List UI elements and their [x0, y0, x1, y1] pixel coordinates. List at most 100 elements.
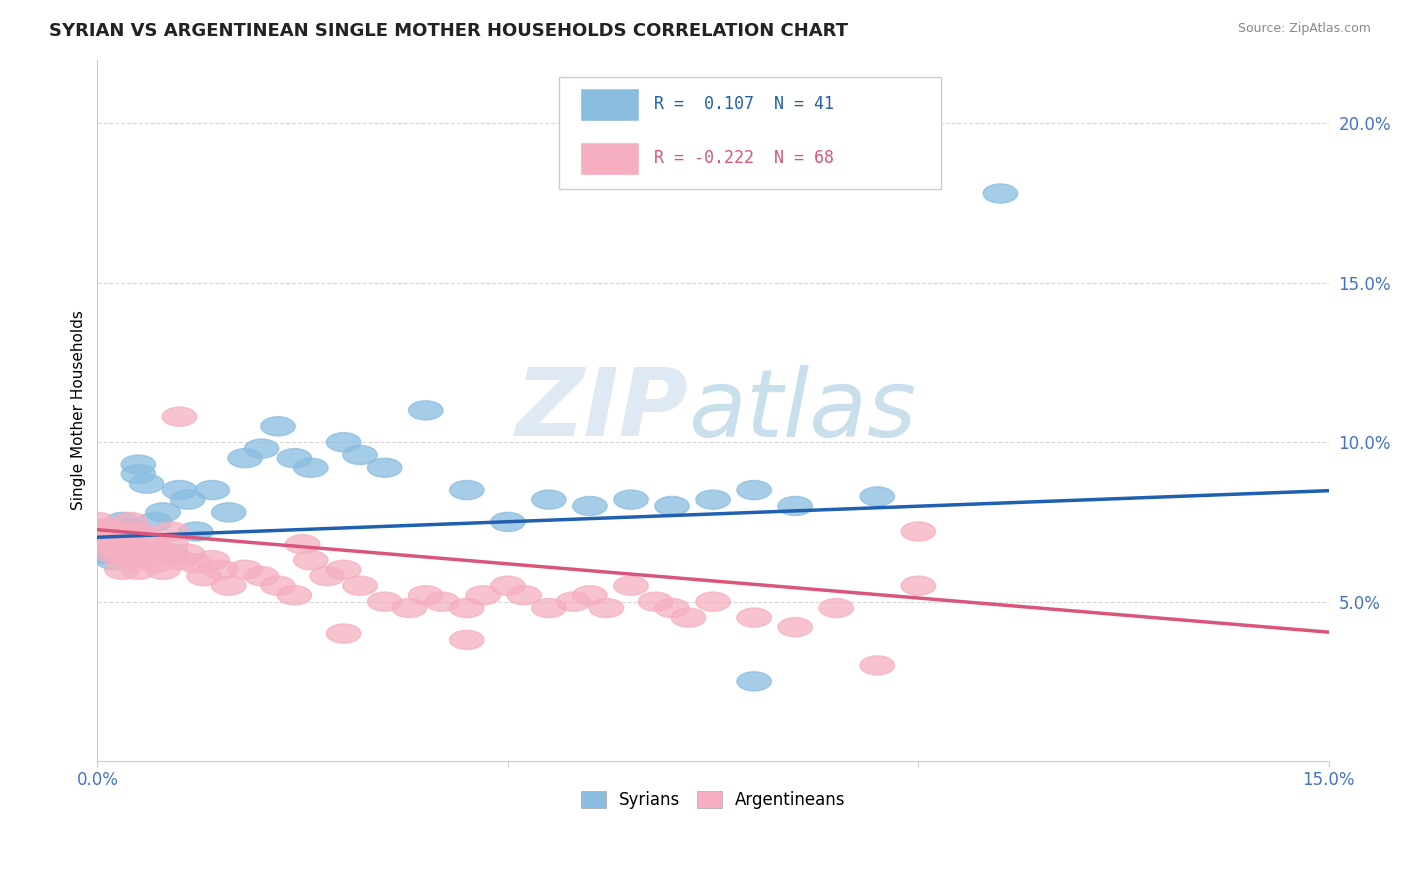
Ellipse shape — [80, 522, 115, 541]
Ellipse shape — [531, 599, 567, 617]
Ellipse shape — [392, 599, 426, 617]
Ellipse shape — [97, 544, 131, 564]
Ellipse shape — [367, 592, 402, 611]
Ellipse shape — [425, 592, 460, 611]
Ellipse shape — [138, 512, 172, 532]
Ellipse shape — [162, 407, 197, 426]
Ellipse shape — [778, 497, 813, 516]
Ellipse shape — [277, 449, 312, 467]
Ellipse shape — [557, 592, 591, 611]
Text: R = -0.222  N = 68: R = -0.222 N = 68 — [654, 149, 834, 167]
Ellipse shape — [89, 534, 122, 554]
Ellipse shape — [450, 631, 484, 649]
Ellipse shape — [260, 417, 295, 436]
Ellipse shape — [89, 522, 122, 541]
Ellipse shape — [195, 550, 229, 570]
Ellipse shape — [901, 576, 935, 595]
Ellipse shape — [696, 592, 730, 611]
Ellipse shape — [465, 586, 501, 605]
Ellipse shape — [179, 522, 214, 541]
Ellipse shape — [97, 534, 131, 554]
Ellipse shape — [343, 445, 377, 465]
Ellipse shape — [129, 544, 165, 564]
Ellipse shape — [211, 576, 246, 595]
Ellipse shape — [901, 522, 935, 541]
Ellipse shape — [155, 534, 188, 554]
Ellipse shape — [211, 503, 246, 522]
Ellipse shape — [589, 599, 624, 617]
Text: SYRIAN VS ARGENTINEAN SINGLE MOTHER HOUSEHOLDS CORRELATION CHART: SYRIAN VS ARGENTINEAN SINGLE MOTHER HOUS… — [49, 22, 848, 40]
Ellipse shape — [112, 534, 148, 554]
Ellipse shape — [572, 497, 607, 516]
Ellipse shape — [97, 528, 131, 548]
Ellipse shape — [409, 401, 443, 420]
Ellipse shape — [89, 544, 122, 564]
Ellipse shape — [671, 608, 706, 627]
Ellipse shape — [204, 560, 238, 579]
Ellipse shape — [983, 184, 1018, 203]
Ellipse shape — [138, 534, 172, 554]
Ellipse shape — [129, 475, 165, 493]
Ellipse shape — [245, 439, 278, 458]
Ellipse shape — [367, 458, 402, 477]
Ellipse shape — [80, 528, 115, 548]
Ellipse shape — [170, 544, 205, 564]
FancyBboxPatch shape — [581, 87, 640, 121]
Ellipse shape — [155, 544, 188, 564]
Ellipse shape — [491, 576, 524, 595]
Ellipse shape — [104, 512, 139, 532]
Ellipse shape — [195, 481, 229, 500]
Ellipse shape — [146, 560, 180, 579]
Ellipse shape — [309, 566, 344, 586]
Ellipse shape — [112, 519, 148, 538]
Ellipse shape — [112, 512, 148, 532]
Ellipse shape — [121, 544, 156, 564]
Ellipse shape — [89, 528, 122, 548]
Ellipse shape — [294, 550, 328, 570]
Y-axis label: Single Mother Households: Single Mother Households — [72, 310, 86, 510]
Ellipse shape — [155, 522, 188, 541]
Ellipse shape — [228, 449, 263, 467]
Ellipse shape — [138, 554, 172, 573]
Ellipse shape — [696, 490, 730, 509]
Text: R =  0.107  N = 41: R = 0.107 N = 41 — [654, 95, 834, 113]
Ellipse shape — [146, 503, 180, 522]
Ellipse shape — [162, 481, 197, 500]
Ellipse shape — [146, 544, 180, 564]
Ellipse shape — [121, 455, 156, 475]
Ellipse shape — [260, 576, 295, 595]
Ellipse shape — [818, 599, 853, 617]
Ellipse shape — [326, 624, 361, 643]
Ellipse shape — [104, 544, 139, 564]
Ellipse shape — [97, 550, 131, 570]
Ellipse shape — [737, 672, 772, 691]
Ellipse shape — [89, 519, 122, 538]
Ellipse shape — [121, 465, 156, 483]
Text: atlas: atlas — [689, 365, 917, 456]
Ellipse shape — [655, 497, 689, 516]
Ellipse shape — [638, 592, 673, 611]
Ellipse shape — [228, 560, 263, 579]
Ellipse shape — [737, 481, 772, 500]
Ellipse shape — [112, 534, 148, 554]
Ellipse shape — [572, 586, 607, 605]
Ellipse shape — [187, 566, 221, 586]
Ellipse shape — [409, 586, 443, 605]
Ellipse shape — [179, 554, 214, 573]
Ellipse shape — [245, 566, 278, 586]
Ellipse shape — [104, 534, 139, 554]
Ellipse shape — [112, 550, 148, 570]
Ellipse shape — [531, 490, 567, 509]
Ellipse shape — [343, 576, 377, 595]
FancyBboxPatch shape — [560, 77, 941, 189]
Ellipse shape — [450, 481, 484, 500]
Ellipse shape — [277, 586, 312, 605]
Legend: Syrians, Argentineans: Syrians, Argentineans — [574, 784, 852, 816]
Ellipse shape — [104, 522, 139, 541]
Ellipse shape — [614, 576, 648, 595]
Ellipse shape — [778, 617, 813, 637]
Ellipse shape — [170, 490, 205, 509]
Ellipse shape — [162, 550, 197, 570]
Ellipse shape — [326, 433, 361, 451]
FancyBboxPatch shape — [581, 142, 640, 176]
